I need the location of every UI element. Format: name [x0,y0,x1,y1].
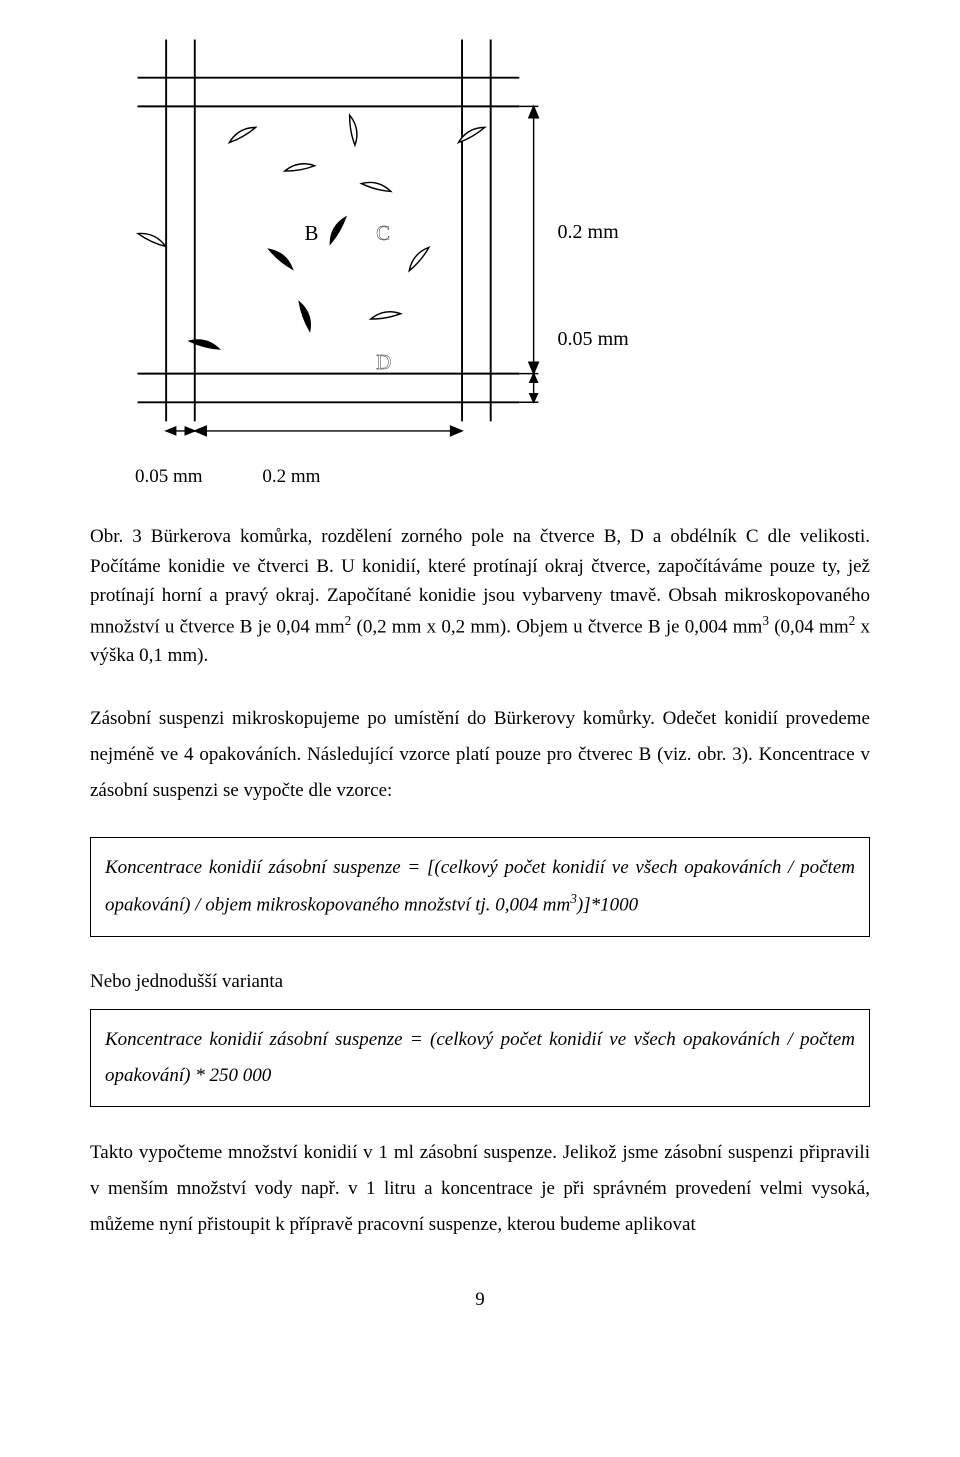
formula-box-2: Koncentrace konidií zásobní suspenze = (… [90,1009,870,1107]
label-right-bottom: 0.05 mm [558,328,630,350]
figure-caption: Obr. 3 Bürkerova komůrka, rozdělení zorn… [90,522,870,671]
subheading-alternative: Nebo jednodušší varianta [90,965,870,999]
paragraph-method: Zásobní suspenzi mikroskopujeme po umíst… [90,701,870,809]
page-number: 9 [90,1283,870,1317]
burker-chamber-figure: B C D 0.2 mm 0.05 mm 0.05 mm 0.2 mm [90,30,870,494]
label-right-top: 0.2 mm [558,221,620,243]
burker-grid-svg: B C D 0.2 mm 0.05 mm [120,30,680,450]
label-B: B [305,221,319,245]
label-D: D [376,350,391,374]
label-bottom-left: 0.05 mm [135,460,203,494]
label-C: C [376,221,390,245]
label-bottom-right: 0.2 mm [262,460,320,494]
paragraph-result: Takto vypočteme množství konidií v 1 ml … [90,1135,870,1243]
formula-box-1: Koncentrace konidií zásobní suspenze = [… [90,837,870,937]
